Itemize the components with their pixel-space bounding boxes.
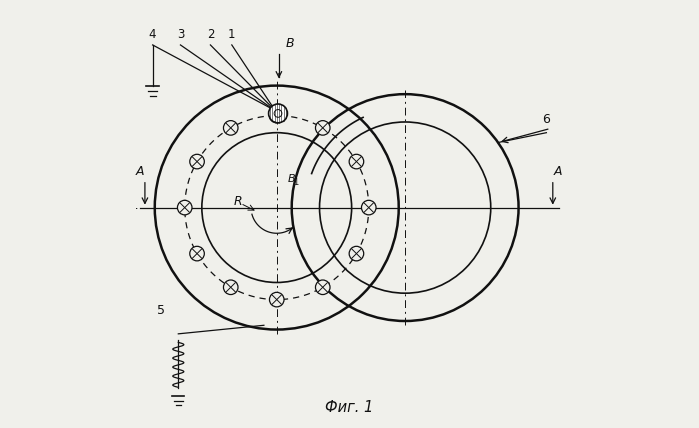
Text: 1: 1 [228,28,236,41]
Circle shape [189,246,204,261]
Text: 6: 6 [542,113,550,126]
Circle shape [361,200,376,215]
Text: B: B [287,174,295,184]
Text: 3: 3 [177,28,184,41]
Circle shape [315,121,330,135]
Text: Фиг. 1: Фиг. 1 [325,400,374,415]
Circle shape [189,155,204,169]
Circle shape [224,121,238,135]
Circle shape [315,280,330,294]
Circle shape [350,155,363,169]
Text: 4: 4 [149,28,157,41]
Text: 1: 1 [293,178,298,187]
Text: R: R [234,195,243,208]
Circle shape [178,200,192,215]
Circle shape [269,108,284,123]
Circle shape [268,104,287,123]
Text: A: A [136,166,144,178]
Text: B: B [285,37,294,50]
Text: 5: 5 [157,304,165,317]
Text: 2: 2 [207,28,214,41]
Circle shape [269,292,284,307]
Circle shape [224,280,238,294]
Circle shape [350,247,363,261]
Text: A: A [554,166,562,178]
